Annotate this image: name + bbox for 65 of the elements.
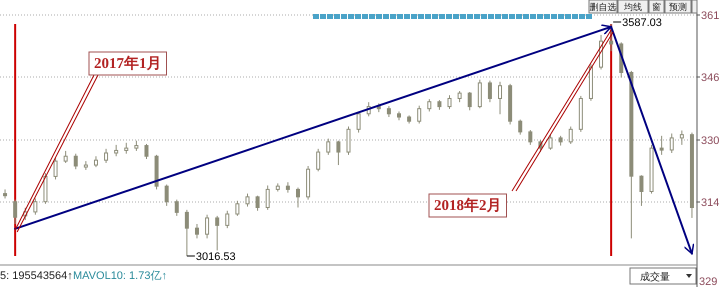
text: 314 bbox=[701, 197, 720, 209]
candlestick bbox=[3, 188, 8, 199]
candlestick bbox=[548, 134, 553, 150]
candlestick bbox=[660, 135, 664, 156]
text: 329 bbox=[699, 276, 718, 287]
candlestick bbox=[437, 100, 442, 110]
candlestick bbox=[296, 187, 300, 208]
candlestick bbox=[448, 94, 452, 110]
candlestick bbox=[670, 133, 674, 154]
candlestick bbox=[205, 214, 210, 239]
annotation: 3587.03 bbox=[622, 17, 662, 29]
text: 346 bbox=[701, 72, 720, 84]
candlestick bbox=[215, 215, 220, 251]
candlestick bbox=[134, 140, 138, 152]
candlestick bbox=[518, 119, 522, 136]
candlestick bbox=[245, 193, 250, 208]
candlestick bbox=[54, 157, 58, 180]
candlestick bbox=[13, 199, 18, 224]
candlestick bbox=[225, 210, 230, 229]
candlestick bbox=[680, 130, 684, 146]
candlestick bbox=[498, 81, 502, 115]
candlestick bbox=[286, 182, 290, 194]
text: 成交量 bbox=[640, 271, 670, 283]
candlestick bbox=[528, 130, 532, 146]
candlestick bbox=[33, 198, 38, 216]
candlestick bbox=[94, 156, 98, 168]
candlestick bbox=[256, 195, 260, 212]
candlestick bbox=[417, 105, 422, 124]
candlestick bbox=[144, 143, 148, 160]
candlestick bbox=[346, 126, 350, 156]
text: MAVOL10: 1.73亿↑ bbox=[73, 270, 167, 282]
candlestick bbox=[458, 90, 462, 103]
text: 删自选 bbox=[590, 2, 616, 12]
annotation: 2017年1月 bbox=[94, 55, 162, 72]
candlestick bbox=[326, 138, 330, 156]
candlestick bbox=[386, 106, 391, 118]
annotation: 3016.53 bbox=[196, 251, 236, 263]
candlestick bbox=[174, 199, 179, 216]
text: 预测 bbox=[669, 2, 687, 12]
candlestick bbox=[114, 144, 118, 157]
candlestick bbox=[468, 91, 472, 111]
candlestick bbox=[194, 223, 199, 239]
candlestick bbox=[184, 209, 189, 256]
candlestick bbox=[488, 80, 492, 103]
candlestick bbox=[427, 98, 432, 112]
text: 5: 195543564↑ bbox=[0, 270, 73, 282]
text: 361 bbox=[701, 10, 720, 22]
text: 330 bbox=[701, 135, 720, 147]
candlestick bbox=[64, 150, 68, 164]
candlestick bbox=[316, 148, 320, 172]
candlestick bbox=[74, 153, 78, 170]
candlestick bbox=[266, 184, 270, 210]
candlestick bbox=[639, 174, 644, 206]
candlestick bbox=[104, 148, 108, 164]
candlestick bbox=[558, 135, 563, 146]
candlestick bbox=[478, 79, 482, 109]
candlestick bbox=[336, 140, 340, 166]
candlestick bbox=[164, 184, 169, 206]
annotation: 2018年2月 bbox=[434, 197, 502, 214]
candlestick bbox=[124, 142, 128, 154]
candlestick bbox=[235, 200, 240, 216]
text: 窗 bbox=[652, 2, 661, 12]
candlestick bbox=[609, 24, 614, 52]
text: 均线 bbox=[623, 2, 642, 12]
candlestick bbox=[568, 126, 573, 144]
